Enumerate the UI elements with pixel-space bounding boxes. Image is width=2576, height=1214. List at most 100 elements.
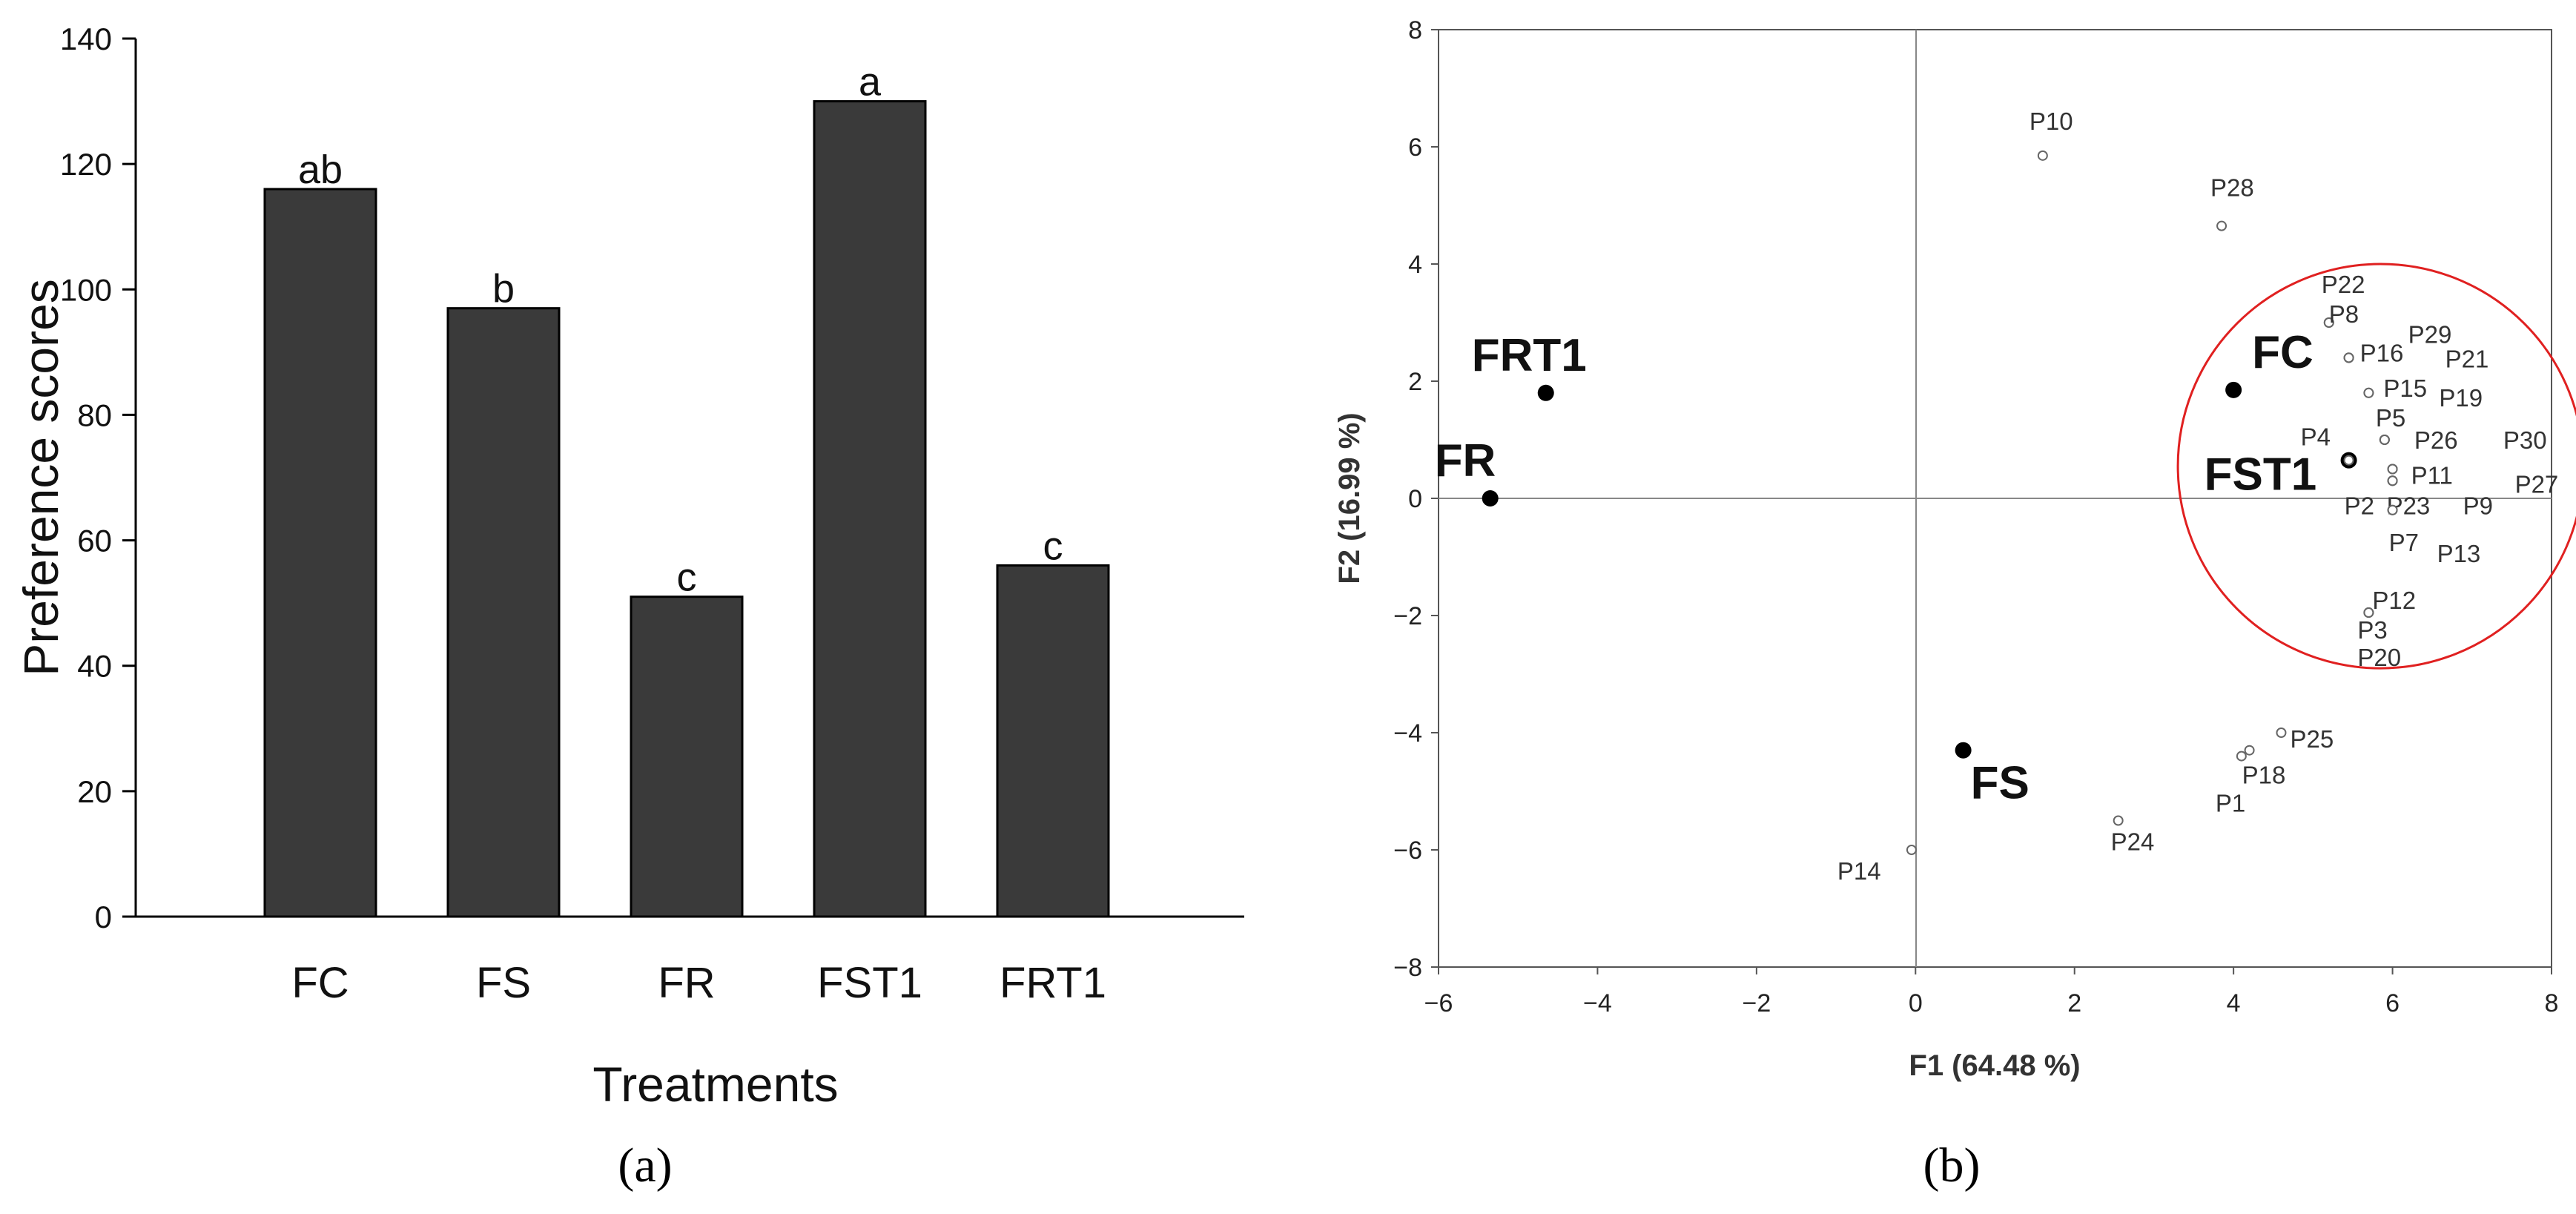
bar-chart-x-tick-label: FC [291, 959, 349, 1007]
panelist-label-p14: P14 [1837, 857, 1881, 885]
treatment-point-frt1 [1537, 384, 1554, 401]
panelist-point-p24 [2113, 815, 2124, 826]
treatment-point-fr [1482, 490, 1499, 507]
bar-chart-x-tick-label: FS [476, 959, 531, 1007]
bar-chart-y-axis-title: Preference scores [13, 279, 68, 676]
panelist-point-p28 [2216, 220, 2227, 231]
bar-chart-y-tick-label: 40 [77, 649, 112, 684]
panelist-point-p30 [2379, 435, 2390, 445]
panelist-label-p25: P25 [2290, 725, 2334, 753]
treatment-point-fs [1955, 742, 1972, 759]
treatment-label-fr: FR [1435, 435, 1496, 486]
panelist-label-p27: P27 [2515, 471, 2559, 498]
panelist-label-p12: P12 [2372, 587, 2416, 614]
scatter-y-tick-label: 6 [1408, 133, 1422, 162]
scatter-y-tick-label: 0 [1408, 485, 1422, 513]
panelist-point-p13 [2387, 504, 2398, 515]
panelist-point-p25 [2276, 728, 2287, 738]
panelist-label-p26: P26 [2414, 426, 2458, 454]
panelist-label-p7: P7 [2389, 529, 2419, 556]
panelist-label-p11: P11 [2411, 462, 2453, 489]
scatter-x-tick-label: −2 [1742, 989, 1771, 1017]
panelist-label-p2: P2 [2345, 492, 2374, 519]
significance-letter: ab [298, 148, 343, 192]
panelist-label-p21: P21 [2445, 345, 2489, 372]
panel-label-a: (a) [618, 1138, 672, 1192]
significance-letter: b [492, 267, 515, 311]
treatment-label-fst1: FST1 [2205, 449, 2317, 501]
panelist-label-p24: P24 [2111, 828, 2155, 856]
bar-chart-y-tick-label: 20 [77, 774, 112, 809]
scatter-x-tick-label: −4 [1583, 989, 1612, 1017]
scatter-x-tick-label: −6 [1424, 989, 1453, 1017]
panelist-point-p9 [2387, 475, 2398, 486]
scatter-plot-x-axis-title: F1 (64.48 %) [1909, 1049, 2080, 1082]
bar-chart-y-tick-label: 140 [60, 22, 112, 56]
panelist-label-p1: P1 [2216, 790, 2245, 817]
bar-chart-x-tick-label: FRT1 [1000, 959, 1106, 1007]
panelist-point-p4 [2343, 455, 2354, 466]
scatter-x-tick-label: 8 [2545, 989, 2559, 1017]
panelist-point-p18 [2244, 745, 2255, 756]
bar-fst1 [813, 100, 927, 918]
bar-chart-y-tick-label: 80 [77, 397, 112, 432]
panelist-label-p16: P16 [2360, 339, 2404, 366]
panelist-label-p29: P29 [2408, 320, 2452, 348]
panelist-label-p15: P15 [2383, 375, 2427, 402]
panelist-label-p9: P9 [2463, 492, 2493, 519]
treatment-label-frt1: FRT1 [1472, 330, 1587, 381]
panelist-point-p10 [2037, 150, 2048, 161]
significance-letter: a [859, 60, 882, 105]
panelist-point-p8 [2323, 317, 2334, 328]
panelist-point-p19 [2363, 387, 2374, 398]
scatter-y-tick-label: −2 [1393, 602, 1422, 630]
panelist-label-p19: P19 [2439, 384, 2483, 412]
panelist-label-p18: P18 [2242, 762, 2286, 789]
panelist-point-p21 [2343, 352, 2354, 363]
bar-fc [263, 188, 377, 918]
scatter-y-tick-label: 4 [1408, 251, 1422, 279]
treatment-point-fc [2225, 381, 2242, 398]
panelist-point-p20 [2363, 607, 2374, 618]
treatment-label-fs: FS [1971, 758, 2030, 809]
panelist-point-p27 [2387, 464, 2398, 475]
panelist-label-p30: P30 [2503, 426, 2547, 454]
panelist-label-p4: P4 [2301, 423, 2331, 451]
scatter-y-tick-label: 2 [1408, 368, 1422, 396]
scatter-y-tick-label: −6 [1393, 837, 1422, 865]
panelist-label-p13: P13 [2437, 540, 2481, 567]
panelist-label-p8: P8 [2329, 300, 2359, 328]
bar-frt1 [996, 564, 1110, 918]
scatter-y-tick-label: −4 [1393, 719, 1422, 748]
panelist-label-p3: P3 [2357, 616, 2387, 644]
bar-chart-x-axis-title: Treatments [592, 1057, 838, 1112]
bar-fr [630, 596, 744, 918]
panelist-label-p22: P22 [2322, 271, 2365, 298]
panelist-label-p20: P20 [2357, 644, 2401, 671]
significance-letter: c [1043, 524, 1063, 568]
significance-letter: c [677, 555, 697, 600]
panelist-point-p14 [1906, 845, 1917, 855]
panelist-label-p10: P10 [2030, 108, 2073, 135]
scatter-y-tick-label: 8 [1408, 16, 1422, 44]
scatter-x-tick-label: 2 [2067, 989, 2081, 1017]
panelist-point-p1 [2236, 750, 2247, 762]
scatter-x-tick-label: 6 [2385, 989, 2400, 1017]
panelist-label-p28: P28 [2210, 174, 2254, 202]
scatter-x-tick-label: 0 [1909, 989, 1923, 1017]
scatter-x-tick-label: 4 [2227, 989, 2241, 1017]
bar-chart-x-tick-label: FR [658, 959, 715, 1007]
panel-label-b: (b) [1923, 1138, 1981, 1192]
bar-chart-y-tick-label: 0 [95, 900, 112, 934]
scatter-plot-y-axis-title: F2 (16.99 %) [1333, 412, 1366, 584]
bar-chart-panel: 0 20 40 60 80 100 120 140 ab b c a c FC FS FR FST1 FRT1… [13, 22, 1244, 1192]
bar-fs [446, 307, 561, 918]
highlight-ellipse [2176, 263, 2576, 670]
bar-chart-y-tick-label: 60 [77, 524, 112, 558]
scatter-y-tick-label: −8 [1393, 954, 1422, 982]
panelist-label-p5: P5 [2376, 404, 2405, 432]
bar-chart-y-tick-label: 120 [60, 147, 112, 182]
bar-chart-y-tick-label: 100 [60, 272, 112, 307]
